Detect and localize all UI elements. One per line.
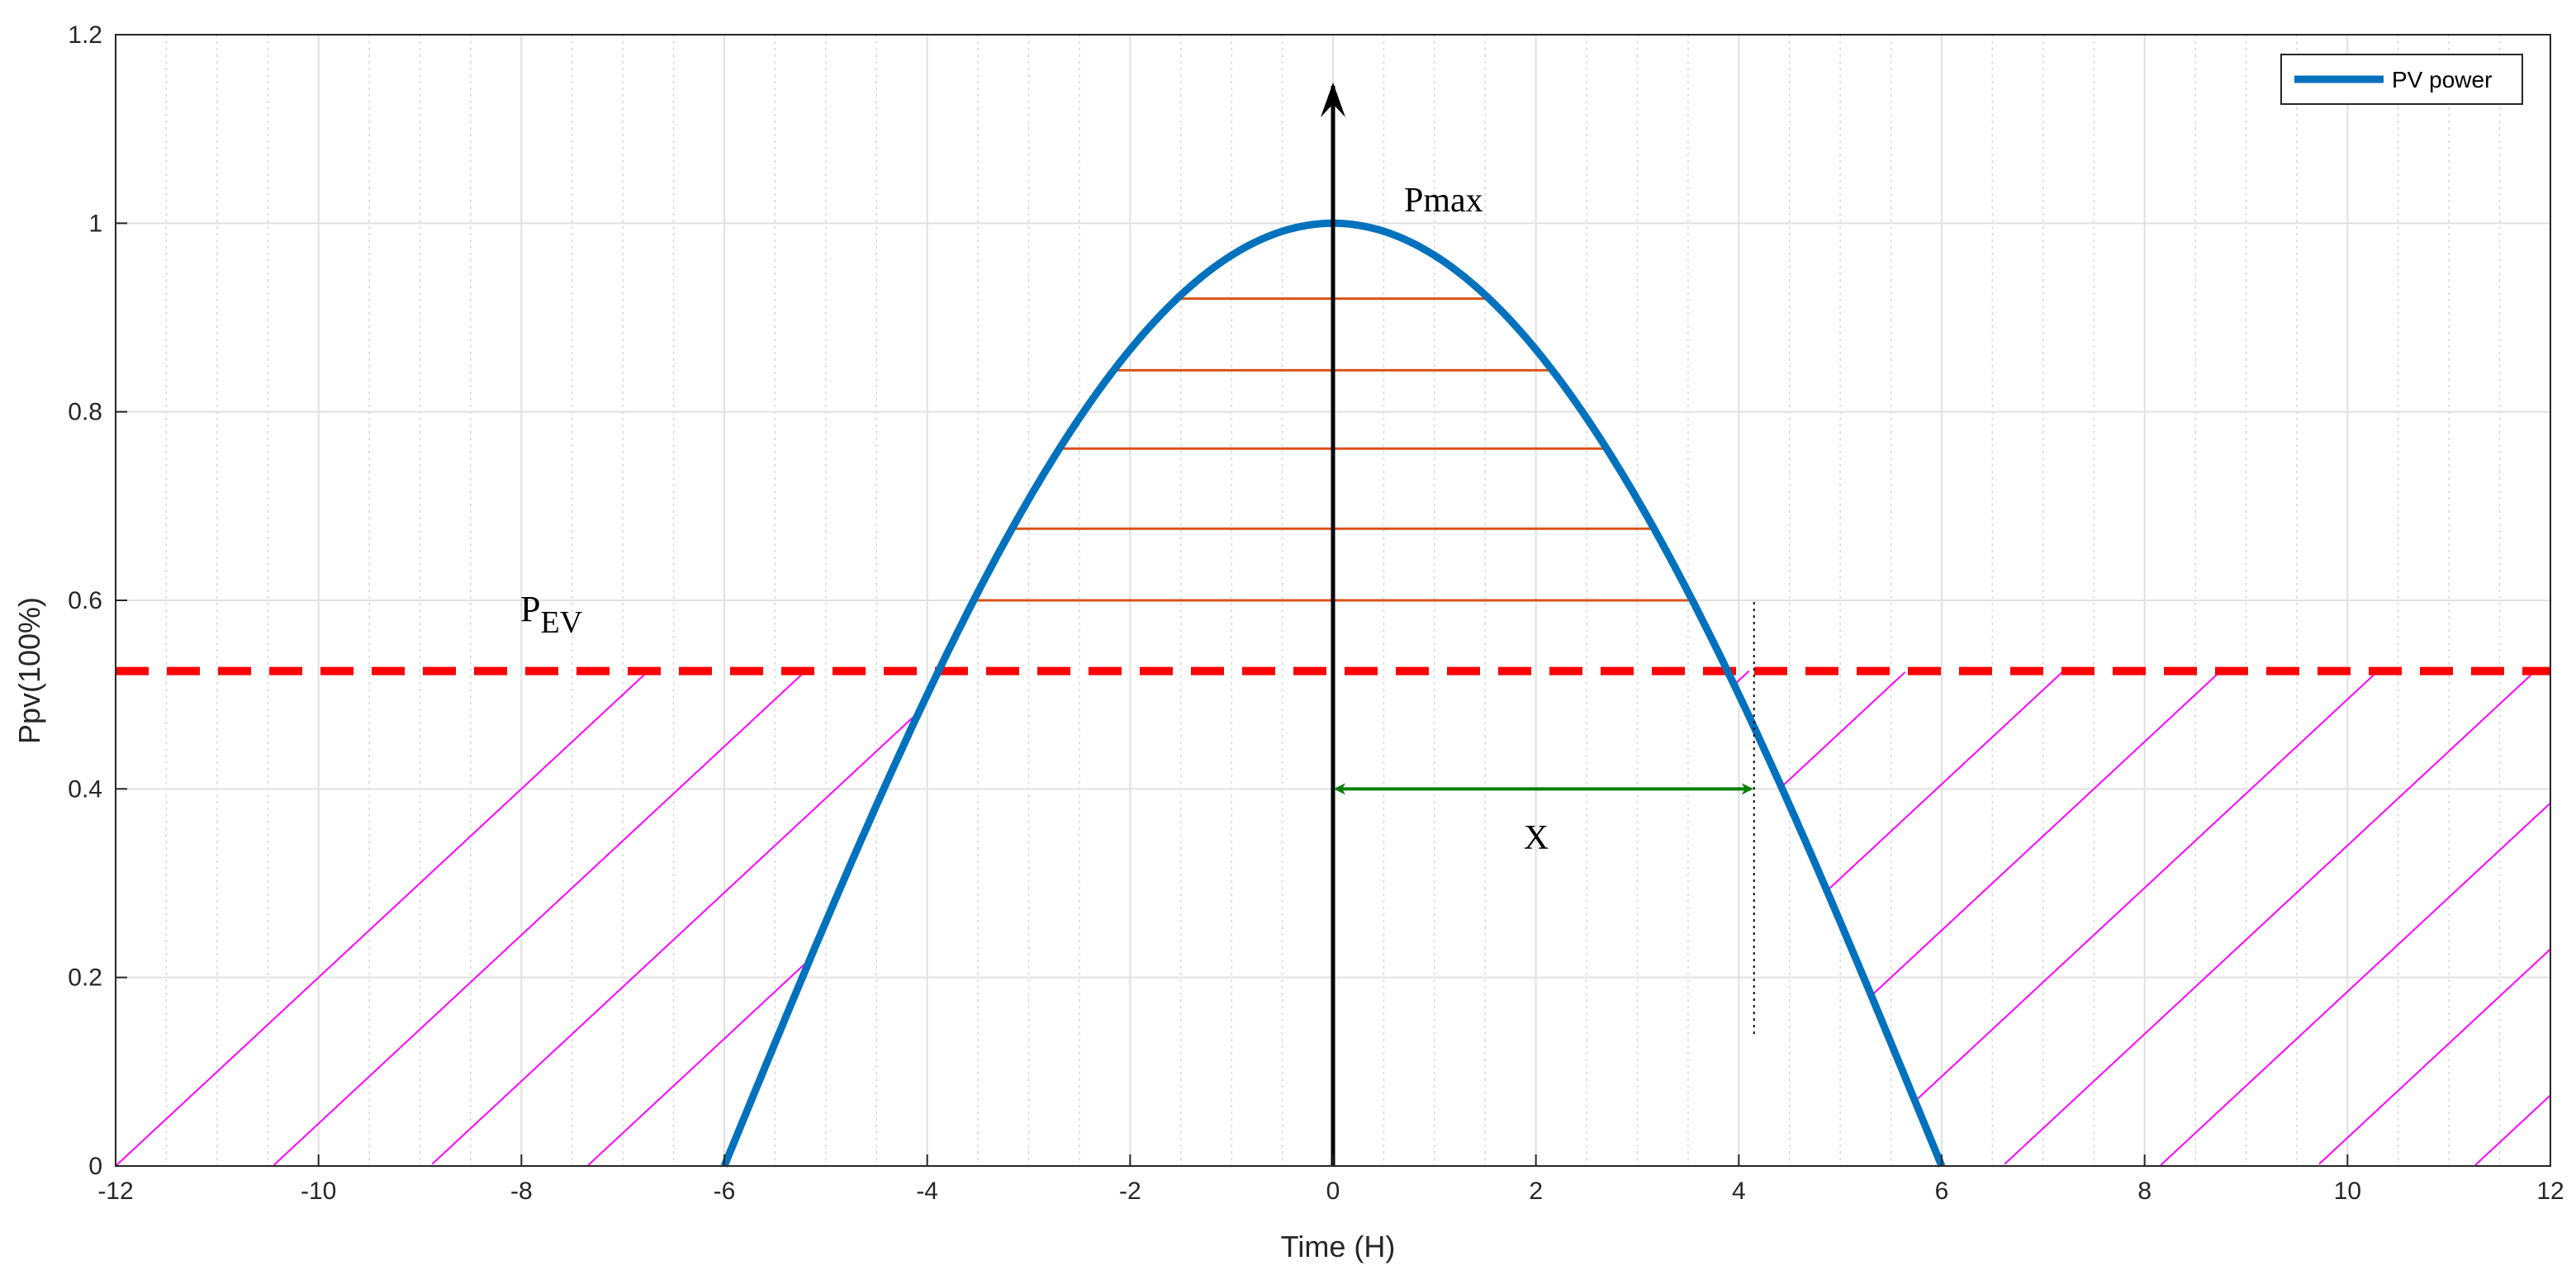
x-tick-label: 4 bbox=[1732, 1178, 1746, 1205]
x-tick-label: -4 bbox=[916, 1178, 938, 1205]
x-tick-label: 0 bbox=[1326, 1178, 1340, 1205]
pmax-label: Pmax bbox=[1404, 182, 1483, 220]
y-axis-label: Ppv(100%) bbox=[12, 597, 46, 744]
hatch-line bbox=[2318, 948, 2550, 1165]
x-tick-label: 8 bbox=[2137, 1178, 2151, 1205]
pev-main: P bbox=[520, 589, 540, 629]
hatch-line bbox=[1781, 671, 1906, 788]
x-tick-label: -8 bbox=[510, 1178, 533, 1205]
annotations bbox=[1321, 83, 1755, 1166]
hatch-line bbox=[2004, 671, 2535, 1165]
y-tick-label: 0.8 bbox=[68, 399, 102, 426]
hatch-line bbox=[1827, 670, 2065, 891]
hatch-line bbox=[431, 710, 920, 1165]
y-tick-label: 0.6 bbox=[68, 587, 102, 614]
hatch-line bbox=[273, 670, 806, 1166]
pev-label: PEV bbox=[520, 589, 583, 640]
axes: -12 -10 -8 -6 -4 -2 0 2 4 6 8 10 12 0 0.2 0.4 0.6 0.8 1 1.2 bbox=[68, 21, 2564, 1205]
hatch-line bbox=[116, 671, 648, 1166]
hatch-line bbox=[1914, 670, 2379, 1102]
x-axis-label: Time (H) bbox=[1281, 1230, 1396, 1263]
y-tick-label: 0.2 bbox=[68, 965, 102, 992]
x-interval-label: X bbox=[1524, 819, 1549, 857]
x-tick-label: -6 bbox=[714, 1178, 736, 1205]
hatch-line bbox=[587, 959, 810, 1166]
hatch-region bbox=[116, 670, 2550, 1166]
x-tick-label: 10 bbox=[2334, 1178, 2361, 1205]
y-tick-label: 0.4 bbox=[68, 775, 102, 803]
legend-entry-pv-power: PV power bbox=[2392, 67, 2492, 92]
hatch-line bbox=[2160, 802, 2550, 1166]
x-tick-label: 2 bbox=[1529, 1178, 1543, 1205]
legend: PV power bbox=[2280, 54, 2523, 105]
x-tick-label: -2 bbox=[1119, 1178, 1141, 1205]
x-tick-label: 12 bbox=[2536, 1178, 2564, 1205]
pev-sub: EV bbox=[540, 605, 582, 640]
x-tick-label: -12 bbox=[97, 1178, 133, 1205]
hatch-line bbox=[1872, 671, 2221, 995]
y-tick-label: 1.2 bbox=[68, 21, 102, 49]
center-axis-arrowhead bbox=[1321, 83, 1345, 117]
x-tick-label: 6 bbox=[1935, 1178, 1949, 1205]
hatch-line bbox=[2474, 1094, 2550, 1166]
y-tick-label: 1 bbox=[88, 210, 102, 237]
x-tick-label: -10 bbox=[301, 1178, 336, 1205]
y-tick-label: 0 bbox=[88, 1153, 102, 1180]
hatch-line bbox=[1734, 670, 1750, 685]
